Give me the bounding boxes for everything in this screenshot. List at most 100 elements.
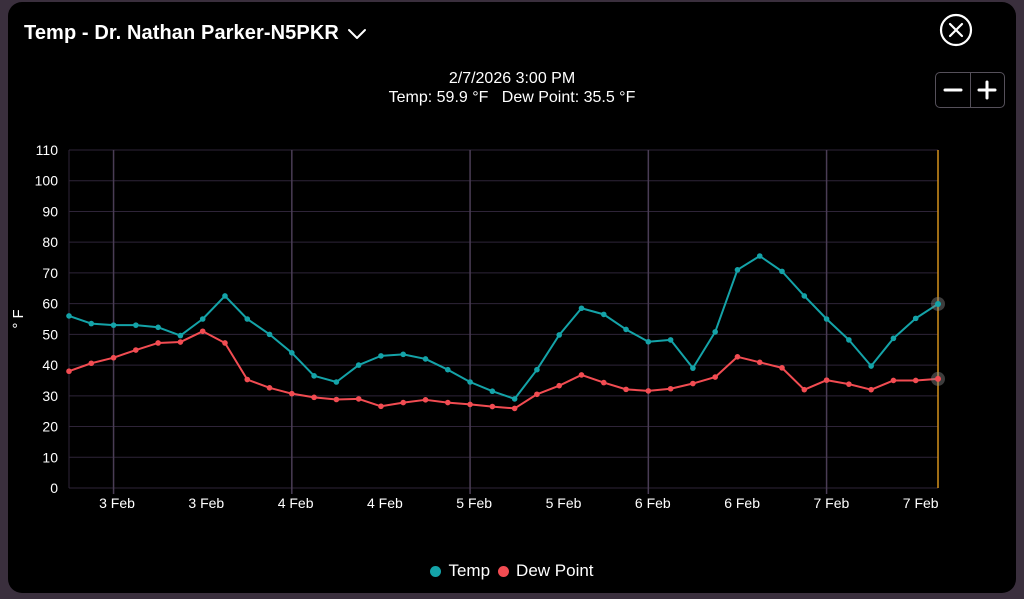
temp-point bbox=[645, 338, 652, 345]
dew-point-point bbox=[199, 328, 206, 335]
dew-point-point bbox=[712, 374, 718, 380]
temp-point bbox=[712, 329, 718, 335]
temp-point bbox=[311, 373, 317, 379]
temp-readout-label: Temp: bbox=[388, 89, 433, 106]
temp-point bbox=[355, 362, 362, 368]
dew-point-point bbox=[88, 360, 95, 367]
selected-datetime: 2/7/2026 3:00 PM bbox=[448, 70, 576, 87]
dew-point-point bbox=[133, 347, 139, 353]
temp-point bbox=[289, 350, 295, 356]
temp-point bbox=[556, 332, 563, 338]
temp-point bbox=[600, 311, 607, 318]
y-tick-label: 10 bbox=[42, 449, 58, 465]
plus-icon bbox=[977, 80, 997, 100]
temp-point bbox=[378, 353, 384, 359]
legend-item-dew[interactable]: Dew Point bbox=[498, 561, 594, 581]
dew-point-point bbox=[690, 380, 696, 387]
temp-selected-point bbox=[935, 300, 941, 307]
selected-point-info: 2/7/2026 3:00 PM Temp: 59.9 °F Dew Point… bbox=[8, 69, 1016, 107]
x-tick-label: 7 Feb bbox=[813, 495, 849, 511]
dew-point-point bbox=[846, 381, 852, 387]
chart-legend: Temp Dew Point bbox=[8, 561, 1016, 581]
x-tick-label: 6 Feb bbox=[724, 495, 760, 511]
dew-point-point bbox=[801, 386, 808, 393]
dew-point-point bbox=[110, 354, 117, 361]
temp-point bbox=[110, 322, 117, 328]
temp-point bbox=[667, 337, 674, 343]
temp-point bbox=[177, 332, 184, 339]
legend-label-temp: Temp bbox=[448, 561, 491, 580]
temp-point bbox=[266, 331, 273, 338]
dew-point-point bbox=[244, 376, 251, 383]
zoom-controls bbox=[935, 72, 1005, 108]
selected-values: Temp: 59.9 °F Dew Point: 35.5 °F bbox=[8, 88, 1016, 107]
dew-point-point bbox=[311, 394, 317, 401]
y-tick-label: 20 bbox=[42, 419, 58, 435]
temp-point bbox=[155, 324, 161, 331]
temp-point bbox=[823, 316, 830, 322]
zoom-in-button[interactable] bbox=[969, 73, 1005, 107]
temp-point bbox=[199, 316, 206, 322]
temp-point bbox=[734, 267, 741, 273]
dew-point-series-line bbox=[68, 330, 939, 410]
temp-point bbox=[400, 351, 407, 358]
x-tick-label: 3 Feb bbox=[188, 495, 224, 511]
legend-item-temp[interactable]: Temp bbox=[430, 561, 490, 581]
y-tick-label: 90 bbox=[42, 203, 58, 219]
line-chart[interactable]: 0 10 20 30 40 50 60 70 80 90 100 110 3 Feb 3 Feb 4 Feb… bbox=[8, 2, 1016, 542]
legend-label-dew: Dew Point bbox=[516, 561, 594, 580]
dew-point-point bbox=[868, 386, 874, 393]
dew-point-point bbox=[66, 368, 72, 375]
y-tick-label: 80 bbox=[42, 234, 58, 250]
temp-point bbox=[846, 337, 852, 343]
dew-point-point bbox=[890, 377, 897, 384]
dew-point-point bbox=[667, 385, 674, 392]
temp-point bbox=[801, 293, 808, 299]
dew-point-point bbox=[912, 377, 919, 384]
minus-icon bbox=[943, 88, 963, 92]
temp-point bbox=[623, 326, 629, 333]
y-tick-label: 110 bbox=[36, 142, 59, 158]
chart-modal: Temp - Dr. Nathan Parker-N5PKR 2/7/2026 … bbox=[8, 2, 1016, 593]
y-tick-label: 70 bbox=[42, 265, 58, 281]
dew-point-point bbox=[534, 391, 540, 398]
temp-point bbox=[489, 388, 496, 395]
close-button[interactable] bbox=[939, 13, 973, 47]
dew-point-point bbox=[645, 388, 652, 394]
dew-point-point bbox=[378, 403, 384, 410]
dew-point-point bbox=[578, 372, 585, 378]
temp-point bbox=[690, 365, 696, 371]
dew-point-point bbox=[400, 399, 407, 406]
temp-point bbox=[467, 379, 473, 385]
dew-point-point bbox=[422, 397, 429, 403]
dew-point-point bbox=[333, 396, 340, 403]
dew-point-point bbox=[289, 390, 295, 397]
y-tick-label: 30 bbox=[42, 388, 58, 404]
dew-point-point bbox=[556, 382, 563, 389]
x-tick-label: 7 Feb bbox=[903, 495, 939, 511]
temp-readout-value: 59.9 °F bbox=[436, 89, 489, 106]
dew-point-point bbox=[734, 353, 741, 360]
x-tick-label: 4 Feb bbox=[278, 495, 314, 511]
temp-point bbox=[868, 363, 874, 369]
legend-swatch-temp bbox=[430, 565, 442, 577]
dew-readout-value: 35.5 °F bbox=[583, 89, 636, 106]
y-axis-label: ° F bbox=[10, 309, 27, 328]
temp-point bbox=[66, 313, 72, 319]
x-tick-label: 4 Feb bbox=[367, 495, 403, 511]
zoom-out-button[interactable] bbox=[936, 73, 970, 107]
dew-point-selected-point bbox=[935, 375, 941, 382]
temp-point bbox=[333, 379, 340, 385]
dew-point-point bbox=[155, 340, 161, 346]
temp-point bbox=[534, 366, 540, 373]
station-selector[interactable]: Temp - Dr. Nathan Parker-N5PKR bbox=[24, 18, 367, 48]
dew-point-point bbox=[355, 396, 362, 402]
dew-readout-label: Dew Point: bbox=[501, 89, 580, 106]
y-tick-label: 100 bbox=[35, 173, 59, 189]
dew-point-point bbox=[600, 379, 607, 386]
dew-point-point bbox=[823, 377, 830, 383]
y-tick-label: 60 bbox=[42, 296, 58, 312]
x-tick-label: 6 Feb bbox=[635, 495, 671, 511]
chevron-down-icon bbox=[347, 29, 366, 39]
temp-series-line bbox=[68, 255, 939, 400]
